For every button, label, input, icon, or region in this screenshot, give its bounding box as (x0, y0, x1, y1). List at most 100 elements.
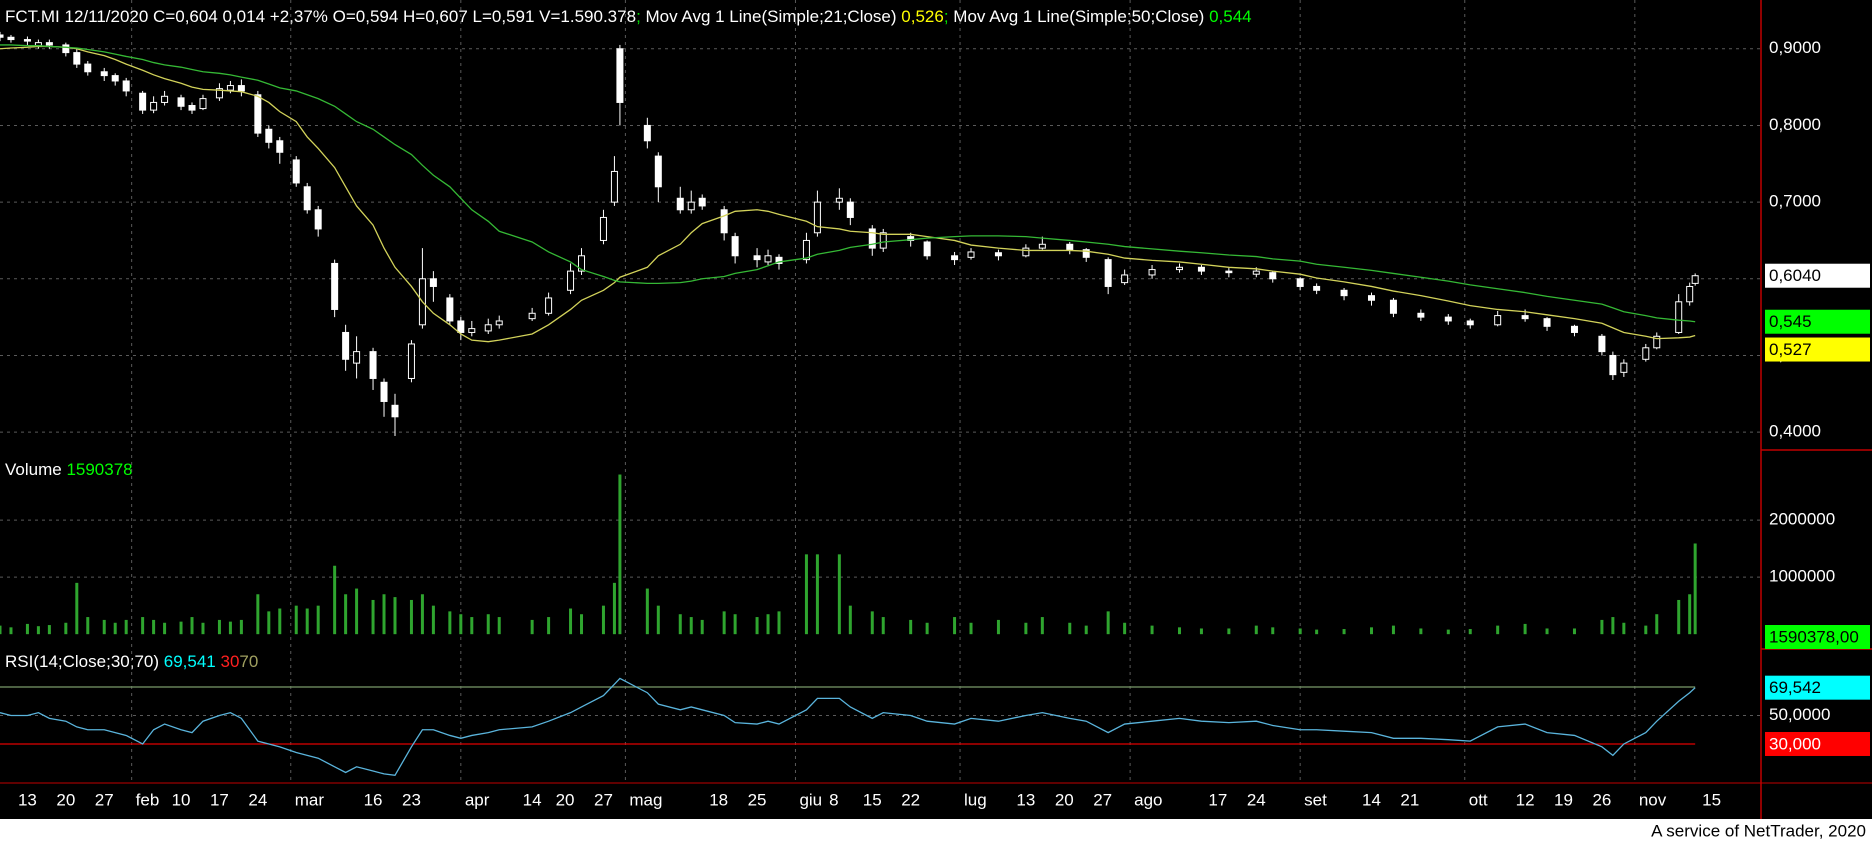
rsi-title: RSI(14;Close;30;70) (5, 652, 159, 671)
moving-average (0, 44, 1696, 323)
x-tick-label: ott (1469, 790, 1488, 809)
y-tick-label: 0,4000 (1769, 422, 1821, 441)
candle-body (161, 95, 169, 103)
x-tick-label: apr (465, 790, 490, 809)
rsi-level: 30 (221, 652, 240, 671)
x-tick-label: 13 (18, 790, 37, 809)
x-tick-label: 23 (402, 790, 421, 809)
volume-bar (580, 614, 584, 635)
volume-bar (1644, 625, 1648, 635)
candle-body (907, 236, 915, 241)
volume-bar (333, 565, 337, 635)
volume-bar (190, 617, 194, 635)
volume-bar (656, 605, 660, 635)
volume-bar (486, 614, 490, 635)
volume-bar (278, 608, 282, 635)
ma50-name: Mov Avg 1 Line(Simple;50;Close) (953, 7, 1204, 26)
candle-body (45, 42, 53, 46)
rsi-label: 69,542 (1769, 678, 1821, 697)
candle-body (353, 351, 361, 364)
volume-bar (9, 627, 13, 635)
volume-bar (1024, 622, 1028, 635)
volume-title: Volume (5, 460, 62, 479)
x-tick-label: 14 (1362, 790, 1381, 809)
volume-bar (1068, 622, 1072, 635)
x-tick-label: giu (799, 790, 822, 809)
x-tick-label: 17 (1208, 790, 1227, 809)
ma21-name: Mov Avg 1 Line(Simple;21;Close) (646, 7, 897, 26)
candle-body (1691, 275, 1699, 284)
volume-bar (228, 621, 232, 635)
x-tick-label: 24 (248, 790, 267, 809)
ma50-label: 0,545 (1769, 312, 1812, 331)
footer-strip (0, 819, 1872, 844)
ma21-label: 0,527 (1769, 340, 1812, 359)
candle-body (1197, 266, 1205, 272)
candle-body (391, 404, 399, 418)
volume-value: 1590378 (66, 460, 132, 479)
candle-body (599, 216, 607, 241)
volume-bar (267, 611, 271, 635)
x-tick-label: mag (629, 790, 662, 809)
rsi-header: RSI(14;Close;30;70) 69,541 3070 (5, 652, 258, 671)
rsi-level: 70 (239, 652, 258, 671)
volume-bar (700, 619, 704, 635)
volume-bar (1391, 625, 1395, 635)
volume-bar (1523, 623, 1527, 635)
x-tick-label: 25 (748, 790, 767, 809)
candle-body (1022, 247, 1030, 257)
separator: ; (944, 7, 953, 26)
candle-body (1543, 318, 1551, 327)
y-tick-label: 2000000 (1769, 510, 1835, 529)
volume-bar (497, 617, 501, 635)
candle-body (380, 381, 388, 402)
candle-body (495, 320, 503, 326)
candle-body (802, 239, 810, 261)
x-tick-label: 18 (709, 790, 728, 809)
separator: ; (636, 7, 645, 26)
volume-bar (1677, 599, 1681, 635)
volume-bar (569, 608, 573, 635)
candle-body (254, 94, 262, 134)
volume-bar (316, 605, 320, 635)
header: FCT.MI 12/11/2020 C=0,604 0,014 +2,37% O… (5, 7, 1252, 26)
candle-body (720, 209, 728, 234)
volume-bar (1693, 543, 1697, 635)
x-tick-label: 27 (594, 790, 613, 809)
candle-body (468, 328, 476, 333)
candle-body (1269, 272, 1277, 280)
footer: A service of NetTrader, 2020 (1651, 821, 1866, 840)
candle-body (139, 92, 147, 111)
volume-bar (371, 599, 375, 635)
candle-body (1570, 325, 1578, 333)
candle-body (868, 228, 876, 249)
candle-body (342, 331, 350, 360)
x-tick-label: 19 (1554, 790, 1573, 809)
volume-bar (459, 614, 463, 635)
candle-body (610, 170, 618, 203)
volume-bar (953, 617, 957, 635)
candle-body (23, 39, 31, 42)
volume-bar (618, 474, 622, 635)
volume-bar (420, 594, 424, 635)
candle-body (1653, 335, 1661, 349)
rsi-line (0, 677, 1696, 777)
volume-bar (1150, 625, 1154, 635)
volume-bar (152, 619, 156, 635)
candle-body (994, 252, 1002, 257)
quote: FCT.MI 12/11/2020 C=0,604 0,014 +2,37% O… (5, 7, 636, 26)
volume-bar (645, 588, 649, 635)
candle-body (923, 241, 931, 257)
candle-body (314, 209, 322, 230)
volume-bar (124, 619, 128, 635)
x-tick-label: set (1304, 790, 1327, 809)
volume-bar (870, 611, 874, 635)
volume-bar (909, 619, 913, 635)
ma21-box (1765, 337, 1870, 362)
candle-body (967, 251, 975, 258)
x-tick-label: 27 (95, 790, 114, 809)
candle-body (1175, 266, 1183, 271)
candle-body (1148, 269, 1156, 276)
x-tick-label: lug (964, 790, 987, 809)
candle-body (846, 201, 854, 218)
